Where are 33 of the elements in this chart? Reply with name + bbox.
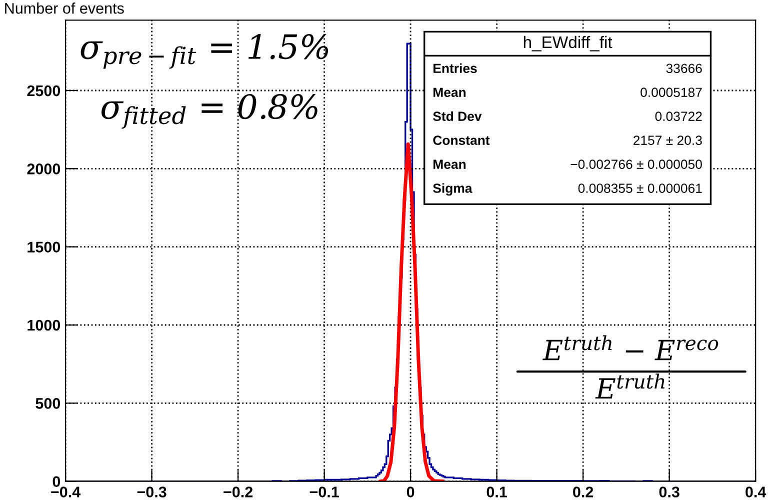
y-tick-label: 2500 — [27, 85, 60, 96]
y-tick-label: 2000 — [27, 164, 60, 174]
annotation: Constant — [433, 136, 490, 145]
y-tick-label: 500 — [36, 398, 60, 409]
annotation: h_EWdiff_fit — [524, 36, 612, 52]
annotation: −0.002766 ± 0.000050 — [570, 160, 702, 169]
y-tick-label: 1500 — [28, 242, 60, 253]
annotation: σ$_{pre−fit}$ = 1.5% — [80, 34, 328, 69]
y-tick-label: 1000 — [28, 320, 60, 331]
x-tick-label: −0.4 — [51, 486, 81, 498]
annotation: 2157 ± 20.3 — [634, 136, 702, 145]
annotation: E$^{truth}$ − E$^{reco}$ — [542, 335, 718, 360]
annotation: σ$_{fitted}$ = 0.8% — [102, 94, 318, 129]
annotation: 0.0005187 — [640, 88, 702, 98]
y-axis-title: Number of events — [5, 2, 124, 14]
x-tick-label: −0.3 — [137, 486, 166, 498]
annotation: Mean — [434, 160, 466, 169]
x-tick-label: 0.2 — [573, 486, 594, 498]
x-tick-label: 0.4 — [746, 486, 766, 498]
annotation: Entries — [434, 63, 477, 74]
x-tick-label: 0 — [406, 486, 414, 498]
x-tick-label: −0.1 — [310, 486, 339, 498]
annotation: 33666 — [666, 64, 702, 74]
x-tick-label: 0.1 — [486, 486, 508, 498]
annotation: 0.008355 ± 0.000061 — [578, 184, 702, 193]
annotation: Std Dev — [433, 111, 482, 122]
annotation: E$^{truth}$ — [595, 374, 664, 399]
y-tick-label: 0 — [52, 476, 60, 488]
annotation: 0.03722 — [655, 112, 702, 122]
x-tick-label: −0.2 — [224, 486, 253, 498]
annotation: Mean — [434, 88, 466, 98]
annotation: Sigma — [433, 183, 472, 196]
x-tick-label: 0.3 — [659, 486, 680, 498]
